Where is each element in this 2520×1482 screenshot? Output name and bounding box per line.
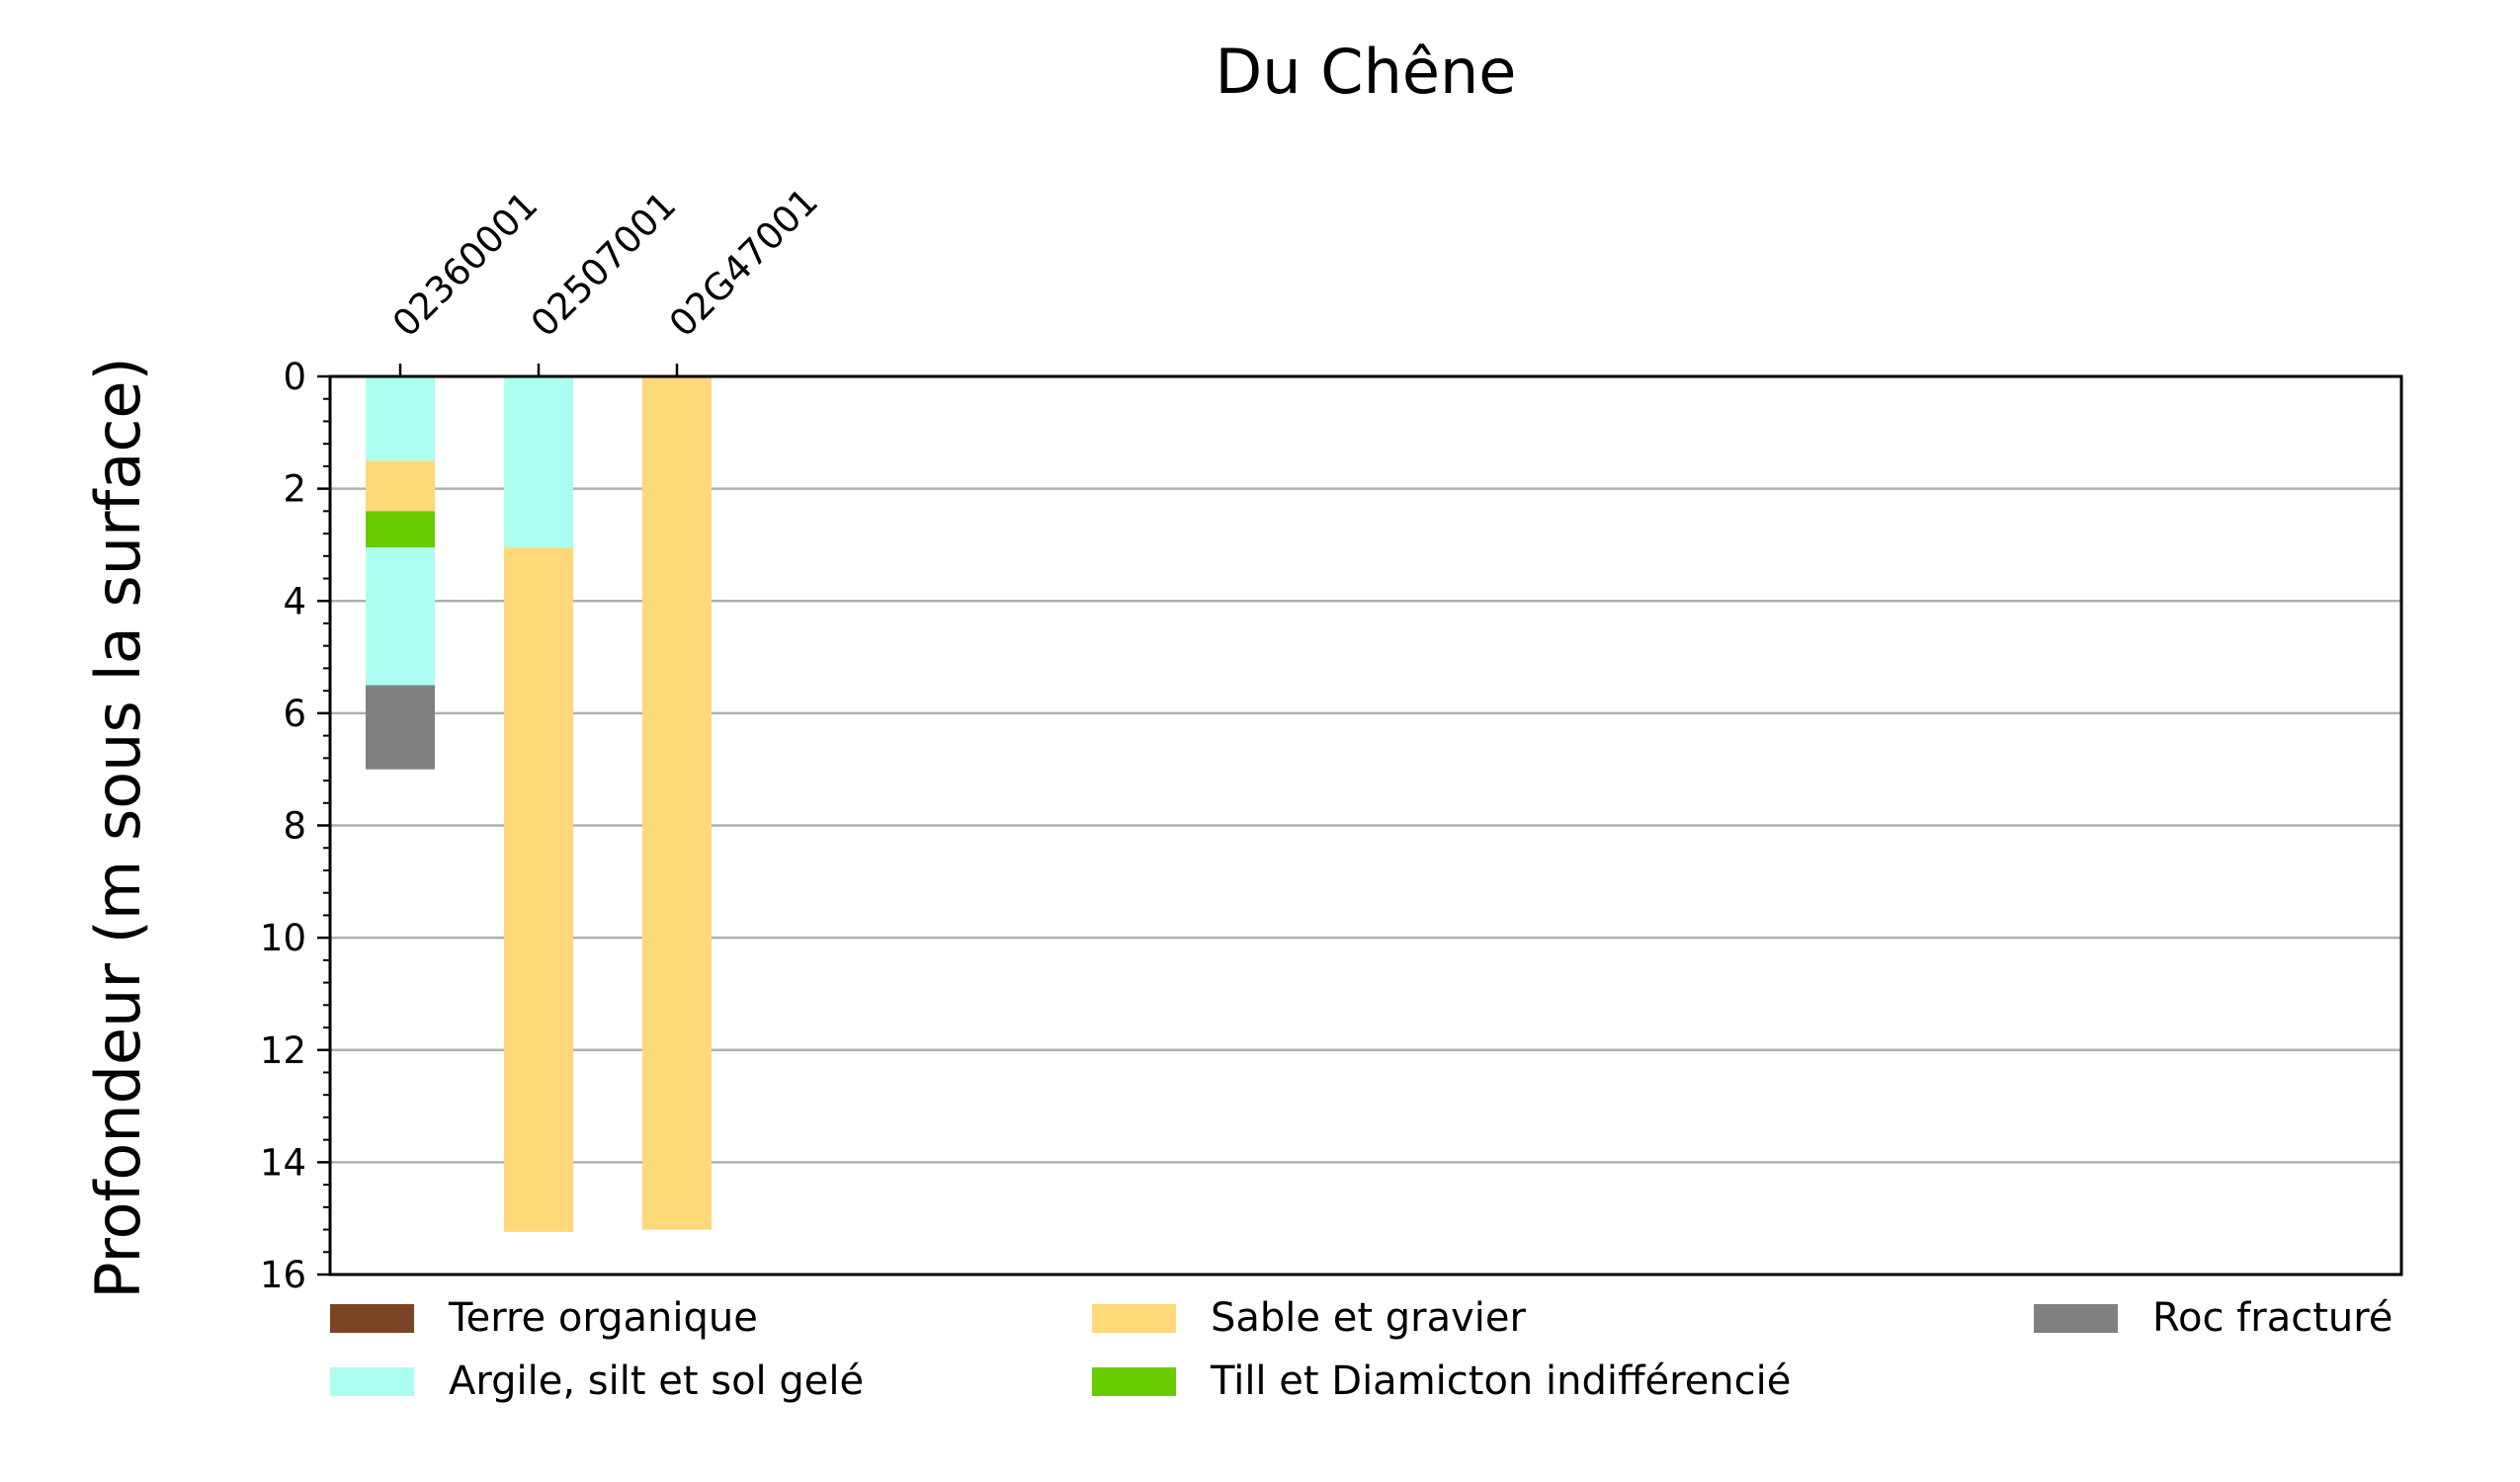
x-tick-label: 02507001 <box>523 184 685 346</box>
x-tick-label: 02G47001 <box>661 180 826 345</box>
legend-swatch <box>330 1304 414 1333</box>
y-tick-label: 2 <box>283 468 306 511</box>
well-layer <box>366 511 435 548</box>
well-layer <box>366 547 435 686</box>
y-tick-label: 14 <box>260 1141 306 1184</box>
well-layer <box>366 460 435 512</box>
well-layer <box>366 376 435 461</box>
y-tick-label: 12 <box>260 1029 306 1072</box>
well-layer <box>504 547 573 1232</box>
legend-swatch <box>330 1367 414 1396</box>
y-tick-label: 0 <box>283 356 306 398</box>
y-tick-label: 4 <box>283 580 306 622</box>
y-tick-label: 10 <box>260 917 306 959</box>
legend-label: Roc fracturé <box>2152 1295 2393 1341</box>
y-tick-label: 6 <box>283 693 306 735</box>
y-axis-label: Profondeur (m sous la surface) <box>82 357 154 1299</box>
legend-label: Argile, silt et sol gelé <box>449 1358 864 1404</box>
gridlines <box>330 487 2401 1164</box>
legend-label: Till et Diamicton indifférencié <box>1210 1358 1791 1404</box>
legend-swatch <box>1092 1304 1176 1333</box>
legend-label: Terre organique <box>448 1295 758 1341</box>
x-tick-label: 02360001 <box>384 184 546 346</box>
y-tick-label: 16 <box>260 1254 306 1296</box>
y-axis: 0 2 4 6 8 10 12 14 16 <box>260 356 330 1296</box>
legend-swatch <box>2034 1304 2118 1333</box>
well-layer <box>366 685 435 770</box>
legend-swatch <box>1092 1367 1176 1396</box>
legend-label: Sable et gravier <box>1211 1295 1526 1341</box>
well-columns <box>366 376 712 1232</box>
legend: Terre organique Argile, silt et sol gelé S… <box>330 1295 2393 1404</box>
chart-title: Du Chêne <box>1216 36 1517 108</box>
well-layer <box>504 376 573 548</box>
well-layer <box>642 376 712 1230</box>
y-tick-label: 8 <box>283 805 306 848</box>
